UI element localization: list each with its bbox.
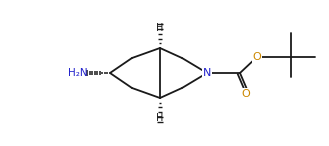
Text: H: H [156,23,164,33]
Text: O: O [241,89,250,99]
Text: N: N [203,68,211,78]
Text: O: O [253,52,261,62]
Text: H: H [156,113,164,123]
Text: H₂N: H₂N [68,68,88,78]
